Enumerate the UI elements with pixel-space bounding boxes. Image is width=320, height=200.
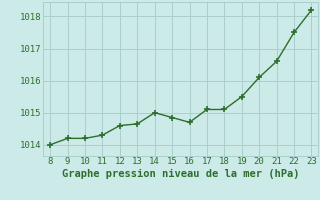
X-axis label: Graphe pression niveau de la mer (hPa): Graphe pression niveau de la mer (hPa) (62, 169, 300, 179)
